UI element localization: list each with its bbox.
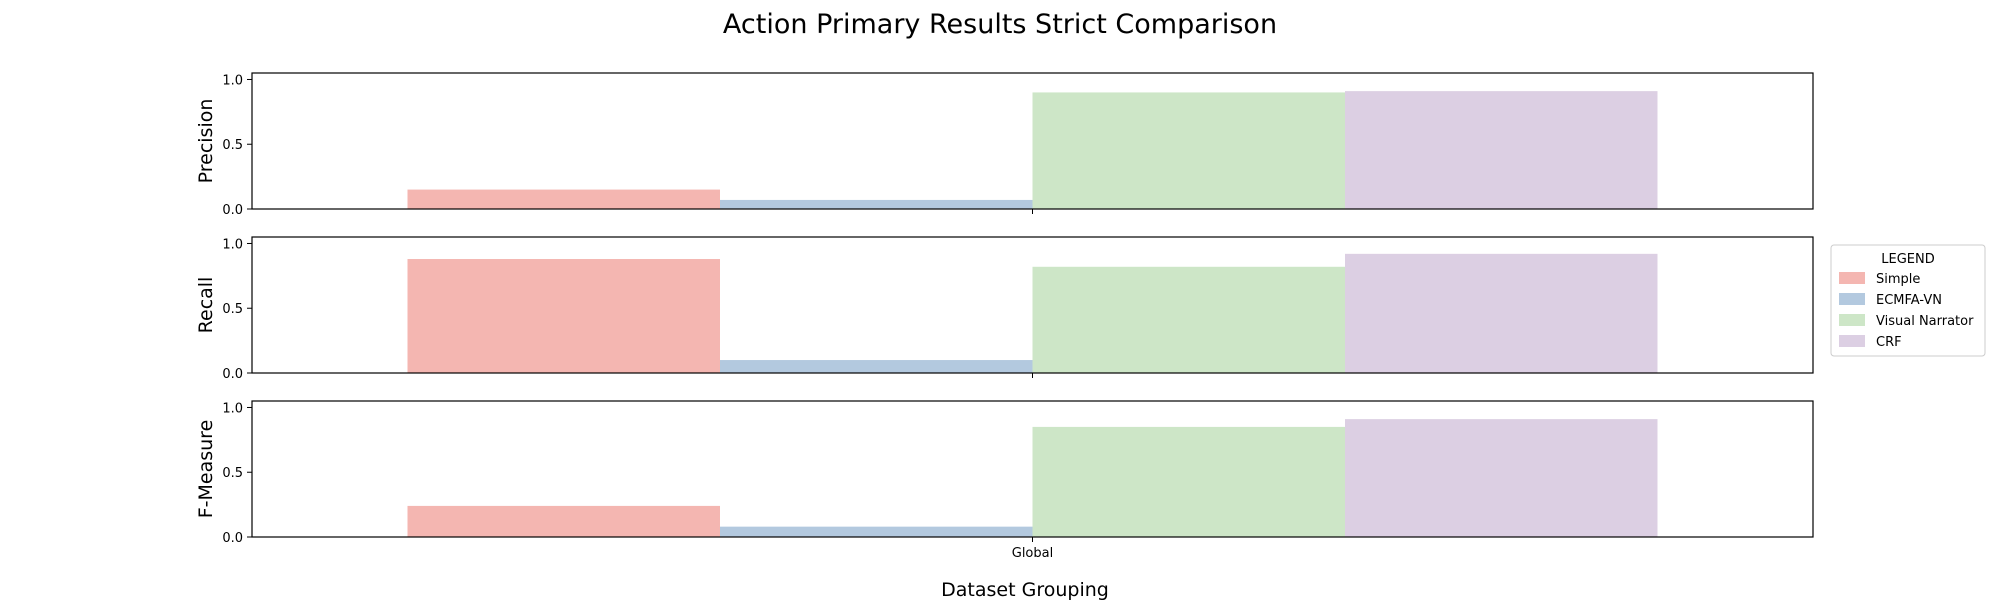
bar-visual-narrator	[1032, 426, 1345, 537]
y-tick-label: 0.0	[222, 531, 243, 546]
x-tick-label: Global	[1012, 546, 1053, 561]
y-tick-label: 0.0	[222, 367, 243, 382]
legend-title: LEGEND	[1881, 252, 1934, 267]
y-axis-label: F-Measure	[195, 420, 217, 519]
legend-swatch	[1839, 293, 1865, 305]
y-tick-label: 1.0	[222, 73, 243, 88]
bar-simple	[407, 189, 720, 209]
legend-label: Simple	[1876, 272, 1920, 287]
y-axis-label: Precision	[195, 99, 217, 184]
legend-swatch	[1839, 335, 1865, 347]
panel-f-measure: 0.0 0.5 1.0 F-Measure	[195, 400, 1814, 546]
y-tick-label: 0.0	[222, 203, 243, 218]
y-tick-label: 1.0	[222, 237, 243, 252]
bar-ecmfa-vn	[720, 526, 1033, 537]
bar-ecmfa-vn	[720, 199, 1033, 209]
y-tick-label: 0.5	[222, 466, 243, 481]
y-tick-label: 0.5	[222, 302, 243, 317]
bar-crf	[1345, 419, 1658, 537]
legend-label: Visual Narrator	[1876, 314, 1974, 329]
legend-swatch	[1839, 272, 1865, 284]
y-tick-label: 0.5	[222, 138, 243, 153]
legend-box	[1830, 244, 1986, 357]
chart-title: Action Primary Results Strict Comparison	[723, 9, 1277, 40]
legend-label: CRF	[1876, 335, 1902, 350]
legend-swatch	[1839, 314, 1865, 326]
bar-simple	[407, 505, 720, 537]
bar-crf	[1345, 253, 1658, 373]
x-axis-label: Dataset Grouping	[941, 579, 1109, 600]
bar-crf	[1345, 91, 1658, 209]
panel-recall: 0.0 0.5 1.0 Recall	[195, 236, 1814, 382]
bar-simple	[407, 259, 720, 373]
legend: LEGEND Simple ECMFA-VN Visual Narrator CRF	[1830, 244, 1986, 357]
y-axis-label: Recall	[195, 277, 217, 334]
legend-label: ECMFA-VN	[1876, 293, 1942, 308]
y-tick-label: 1.0	[222, 401, 243, 416]
panels: 0.0 0.5 1.0 Precision 0.0 0.5 1.0 Recall 0.0 0.5 1…	[195, 72, 1814, 561]
panel-precision: 0.0 0.5 1.0 Precision	[195, 72, 1814, 218]
bar-ecmfa-vn	[720, 360, 1033, 373]
bar-visual-narrator	[1032, 266, 1345, 373]
bar-visual-narrator	[1032, 92, 1345, 209]
